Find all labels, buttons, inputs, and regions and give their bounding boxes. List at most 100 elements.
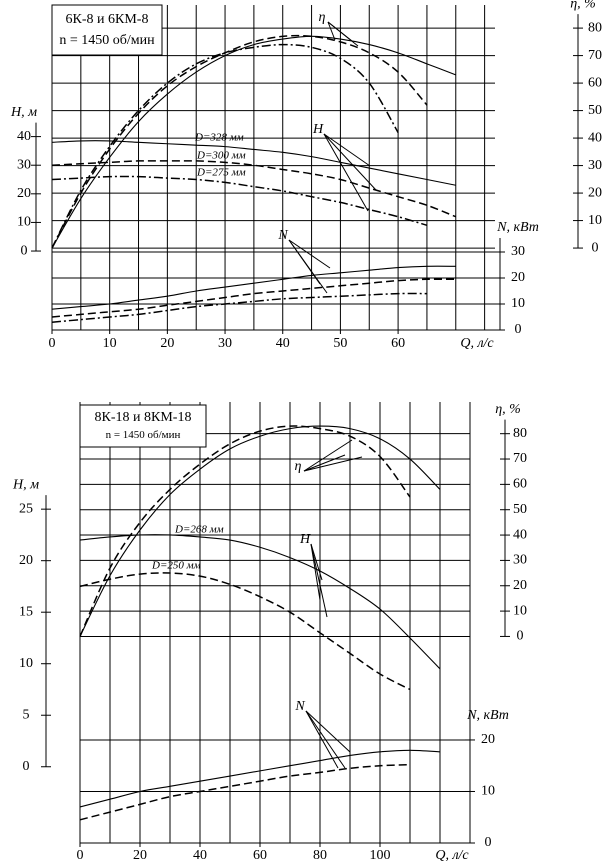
leader-line xyxy=(327,21,336,41)
y2-tick-label: 50 xyxy=(513,502,527,517)
chart-title: 6К-8 и 6КМ-8 xyxy=(66,12,149,27)
curve xyxy=(51,140,456,186)
y2-tick-label: 30 xyxy=(513,553,527,568)
x-tick-label: 60 xyxy=(391,336,405,351)
leader-line xyxy=(323,133,371,167)
y3-axis-label: N, кВт xyxy=(496,220,539,235)
x-tick-label: 10 xyxy=(103,336,117,351)
y2-tick-label: 60 xyxy=(513,477,527,492)
curve xyxy=(79,425,411,637)
y2-axis-label: η, % xyxy=(495,402,521,417)
curve xyxy=(79,572,411,691)
x-tick-label: 100 xyxy=(370,848,391,863)
curve xyxy=(51,160,457,218)
annotation: N xyxy=(294,699,305,714)
y-tick-label: 5 xyxy=(23,707,30,722)
leader-line xyxy=(305,710,339,769)
x-tick-label: 0 xyxy=(77,848,84,863)
y-tick-label: 0 xyxy=(23,759,30,774)
curve xyxy=(79,763,411,821)
y-tick-label: 15 xyxy=(19,604,33,619)
annotation: η xyxy=(319,10,326,25)
y2-tick-label: 40 xyxy=(513,527,527,542)
curve xyxy=(51,43,399,249)
y2-tick-label: 60 xyxy=(588,75,602,90)
chart-title: 8К-18 и 8КМ-18 xyxy=(95,410,192,425)
y3-tick-label: 10 xyxy=(511,296,525,311)
curve-label: D=328 мм xyxy=(194,132,244,144)
leader-line xyxy=(303,439,353,472)
y-tick-label: 0 xyxy=(21,243,28,258)
title-box xyxy=(51,4,163,56)
y2-tick-label: 80 xyxy=(588,20,602,35)
y-tick-label: 20 xyxy=(19,553,33,568)
y3-tick-label: 20 xyxy=(511,270,525,285)
leader-line xyxy=(303,454,346,472)
y-tick-label: 10 xyxy=(17,215,31,230)
y3-tick-label: 0 xyxy=(485,835,492,850)
y2-tick-label: 0 xyxy=(592,240,599,255)
y2-tick-label: 80 xyxy=(513,426,527,441)
leader-line xyxy=(310,543,323,581)
curve-label: D=268 мм xyxy=(174,524,224,536)
leader-line xyxy=(327,21,353,42)
x-axis-label: Q, л/с xyxy=(435,848,469,863)
curve xyxy=(51,278,456,318)
curve xyxy=(51,35,456,249)
y3-tick-label: 0 xyxy=(515,322,522,337)
curve xyxy=(51,34,428,249)
x-tick-label: 0 xyxy=(49,336,56,351)
y2-tick-label: 10 xyxy=(588,213,602,228)
annotation: H xyxy=(299,532,311,547)
leader-line xyxy=(303,456,363,472)
chart-subtitle: n = 1450 об/мин xyxy=(106,429,181,441)
y2-tick-label: 50 xyxy=(588,103,602,118)
y-tick-label: 30 xyxy=(17,157,31,172)
x-axis-label: Q, л/с xyxy=(460,336,494,351)
x-tick-label: 40 xyxy=(193,848,207,863)
x-tick-label: 60 xyxy=(253,848,267,863)
y2-tick-label: 0 xyxy=(517,629,524,644)
leader-line xyxy=(323,133,369,212)
y-tick-label: 10 xyxy=(19,656,33,671)
leader-line xyxy=(310,543,328,618)
y2-tick-label: 70 xyxy=(513,451,527,466)
leader-line xyxy=(288,239,328,294)
curve-label: D=300 мм xyxy=(196,150,246,162)
curve xyxy=(51,175,428,227)
y-axis-label: H, м xyxy=(12,477,39,492)
y3-tick-label: 10 xyxy=(481,784,495,799)
annotation: η xyxy=(295,459,302,474)
y2-tick-label: 30 xyxy=(588,158,602,173)
y3-tick-label: 30 xyxy=(511,244,525,259)
x-tick-label: 20 xyxy=(160,336,174,351)
leader-line xyxy=(305,710,351,753)
y2-tick-label: 40 xyxy=(588,130,602,145)
y-tick-label: 25 xyxy=(19,501,33,516)
x-tick-label: 20 xyxy=(133,848,147,863)
curve xyxy=(79,425,441,637)
x-tick-label: 80 xyxy=(313,848,327,863)
y-tick-label: 20 xyxy=(17,186,31,201)
y2-axis-label: η, % xyxy=(570,0,596,11)
curve xyxy=(79,749,441,808)
y-tick-label: 40 xyxy=(17,129,31,144)
curve-label: D=250 мм xyxy=(151,560,201,572)
x-tick-label: 50 xyxy=(333,336,347,351)
y2-tick-label: 10 xyxy=(513,603,527,618)
chart-subtitle: n = 1450 об/мин xyxy=(59,33,155,48)
annotation: N xyxy=(277,228,288,243)
y2-tick-label: 70 xyxy=(588,48,602,63)
x-tick-label: 40 xyxy=(276,336,290,351)
x-tick-label: 30 xyxy=(218,336,232,351)
curve xyxy=(51,292,427,323)
y2-tick-label: 20 xyxy=(513,578,527,593)
leader-line xyxy=(310,543,321,601)
chart: 0 10 20 30 40 50 60 Q, л/с 0 10 20 30 40 H, м 0 10 20 30 N… xyxy=(10,0,602,351)
y-axis-label: H, м xyxy=(10,105,37,120)
y3-tick-label: 20 xyxy=(481,732,495,747)
leader-line xyxy=(305,710,346,769)
